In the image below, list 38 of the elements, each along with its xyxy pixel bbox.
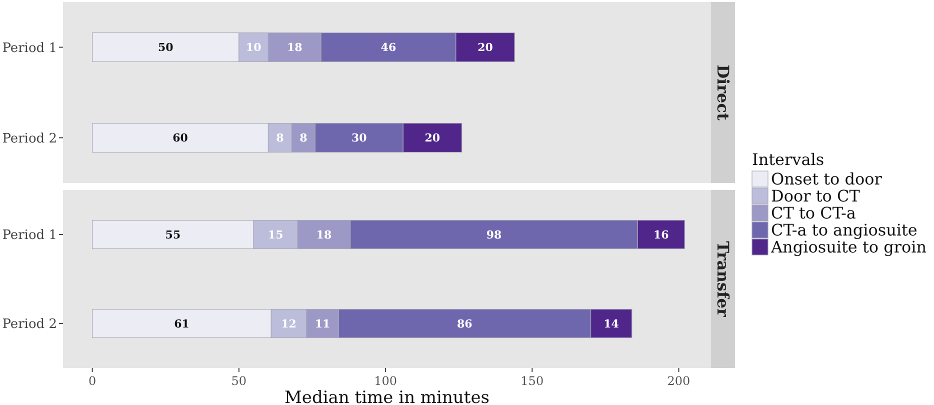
data-label: 60 xyxy=(172,132,188,145)
data-label: 18 xyxy=(286,41,303,54)
data-label: 20 xyxy=(424,132,440,145)
x-tick-label: 50 xyxy=(231,374,247,388)
x-tick-label: 150 xyxy=(520,374,544,388)
x-axis-title: Median time in minutes xyxy=(284,388,490,405)
data-label: 8 xyxy=(276,132,284,145)
data-label: 98 xyxy=(486,228,502,242)
y-tick-label: Period 1 xyxy=(2,228,57,244)
legend-label: Angiosuite to groin xyxy=(770,238,927,257)
data-label: 16 xyxy=(654,228,670,242)
data-label: 30 xyxy=(351,132,368,145)
y-tick-label: Period 1 xyxy=(2,40,57,56)
y-tick-label: Period 2 xyxy=(2,131,57,146)
data-label: 8 xyxy=(300,132,308,145)
x-tick-label: 0 xyxy=(88,374,96,388)
data-label: 55 xyxy=(165,228,181,242)
data-label: 15 xyxy=(268,228,284,242)
legend-label: Onset to door xyxy=(771,170,882,189)
data-label: 46 xyxy=(380,41,396,54)
data-label: 10 xyxy=(246,41,262,54)
data-label: 18 xyxy=(316,228,332,242)
legend-label: CT to CT-a xyxy=(771,204,856,223)
text: Transfer xyxy=(713,241,732,318)
data-label: 20 xyxy=(478,41,494,54)
data-label: 14 xyxy=(604,317,620,330)
legend-label: Door to CT xyxy=(771,186,860,206)
data-label: 61 xyxy=(174,317,190,330)
x-tick-label: 200 xyxy=(667,374,690,388)
text: Direct xyxy=(713,64,732,121)
legend-label: CT-a to angiosuite xyxy=(771,220,918,240)
y-tick-label: Period 2 xyxy=(2,317,57,332)
data-label: 86 xyxy=(457,317,473,330)
legend-title: Intervals xyxy=(752,150,824,169)
x-tick-label: 100 xyxy=(374,374,397,388)
data-label: 50 xyxy=(158,41,174,54)
data-label: 11 xyxy=(314,317,330,330)
data-label: 12 xyxy=(281,317,296,330)
